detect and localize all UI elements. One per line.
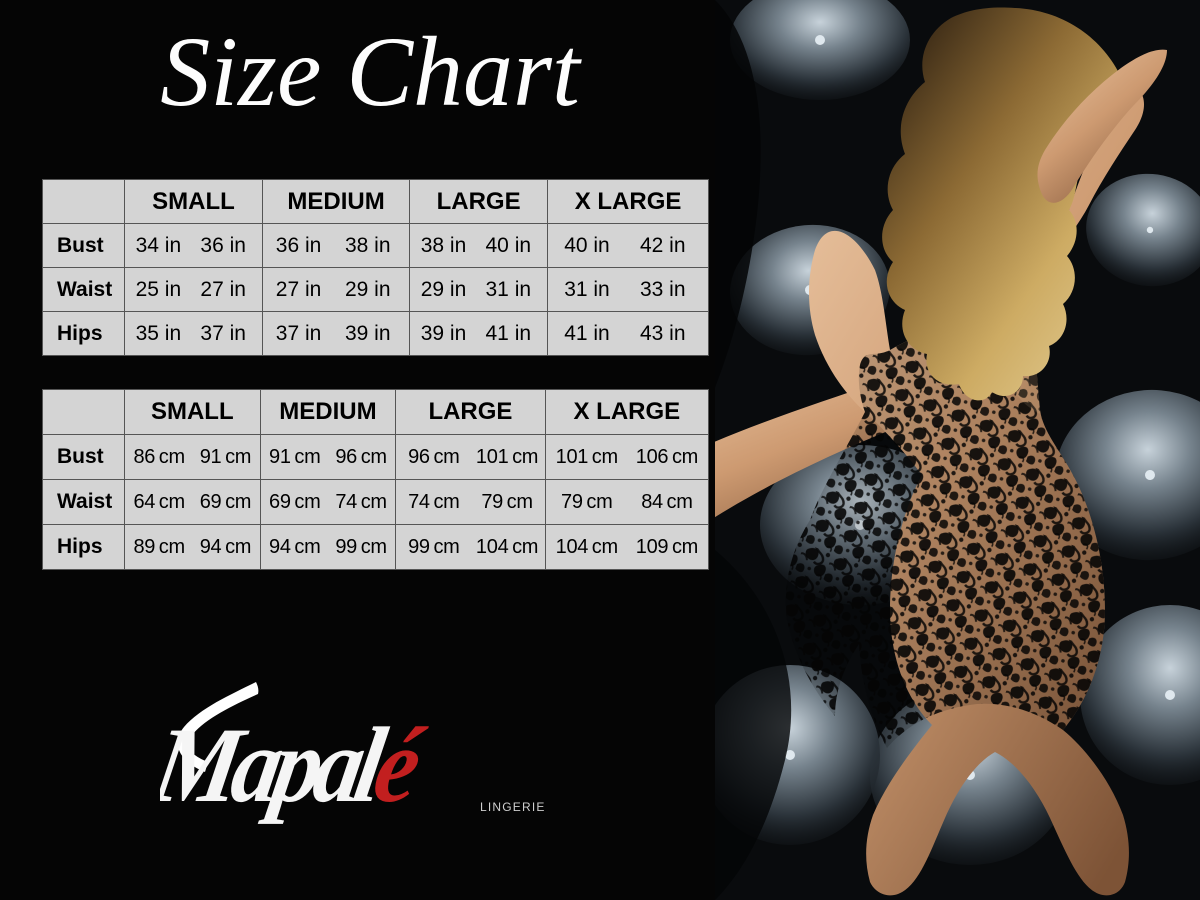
svg-text:Mapalé: Mapalé [160,706,433,825]
